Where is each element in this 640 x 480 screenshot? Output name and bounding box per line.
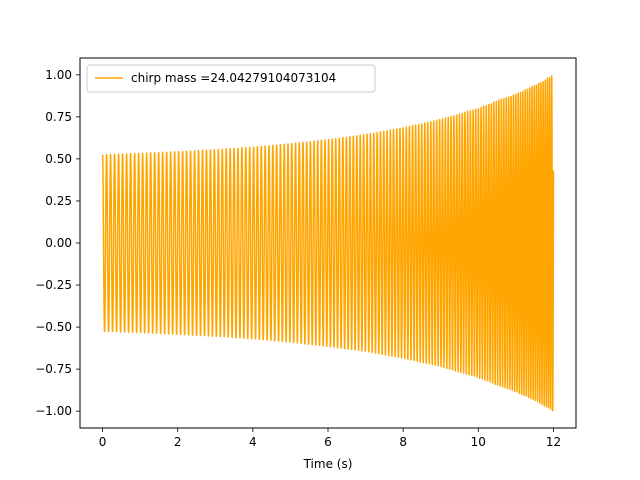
y-tick-label: 0.25 <box>45 194 72 208</box>
y-tick-label: −0.50 <box>35 320 72 334</box>
x-tick-label: 6 <box>324 435 332 449</box>
waveform-layer <box>101 75 555 412</box>
x-tick-label: 10 <box>471 435 486 449</box>
series-line-chirp-waveform <box>101 75 555 412</box>
x-tick-label: 4 <box>249 435 257 449</box>
x-tick-label: 2 <box>174 435 182 449</box>
y-tick-label: 0.50 <box>45 152 72 166</box>
y-tick-label: 1.00 <box>45 68 72 82</box>
x-tick-label: 0 <box>99 435 107 449</box>
y-tick-label: −1.00 <box>35 404 72 418</box>
y-tick-label: −0.75 <box>35 362 72 376</box>
y-tick-label: −0.25 <box>35 278 72 292</box>
x-tick-label: 8 <box>399 435 407 449</box>
x-axis-label: Time (s) <box>303 457 353 471</box>
y-tick-label: 0.75 <box>45 110 72 124</box>
y-axis-ticks: −1.00 −0.75 −0.50 −0.25 0.00 0.25 0.50 0.75 1.00 <box>35 68 80 418</box>
legend-entry-label: chirp mass =24.04279104073104 <box>131 71 336 85</box>
legend-box <box>86 64 376 93</box>
x-tick-label: 12 <box>546 435 561 449</box>
y-tick-label: 0.00 <box>45 236 72 250</box>
x-axis-ticks: 0 2 4 6 8 10 12 <box>99 428 561 449</box>
legend: chirp mass =24.04279104073104 <box>86 64 376 93</box>
